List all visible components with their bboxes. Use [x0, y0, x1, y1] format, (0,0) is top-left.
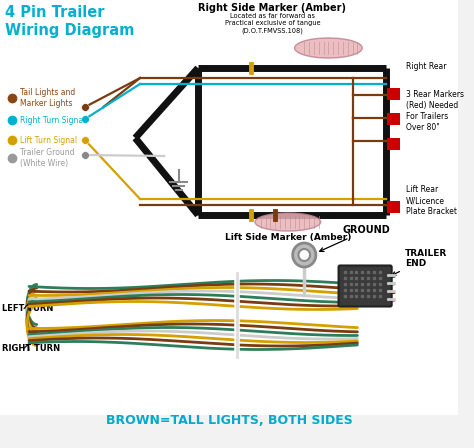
Circle shape [299, 249, 310, 261]
Text: Trailer Ground
(White Wire): Trailer Ground (White Wire) [20, 148, 75, 168]
FancyBboxPatch shape [338, 266, 392, 306]
Bar [0, 240, 458, 415]
Bar [387, 138, 400, 150]
Text: LEFT TURN: LEFT TURN [2, 303, 53, 313]
Ellipse shape [255, 213, 321, 231]
Text: Located as far forward as
Practical exclusive of tangue
(D.O.T.FMVSS.108): Located as far forward as Practical excl… [225, 13, 320, 34]
Text: Lift Turn Signal: Lift Turn Signal [20, 135, 77, 145]
Circle shape [292, 243, 316, 267]
Text: TRAILER
END: TRAILER END [392, 249, 447, 275]
Text: 4 Pin Trailer
Wiring Diagram: 4 Pin Trailer Wiring Diagram [5, 5, 134, 38]
Bar [0, 0, 458, 240]
Bar [387, 113, 400, 125]
Text: BROWN=TALL LIGHTS, BOTH SIDES: BROWN=TALL LIGHTS, BOTH SIDES [106, 414, 352, 426]
Text: Right Turn Signal: Right Turn Signal [20, 116, 86, 125]
Text: RIGHT TURN: RIGHT TURN [2, 344, 60, 353]
Text: Lift Side Marker (Amber): Lift Side Marker (Amber) [225, 233, 351, 242]
Bar [387, 88, 400, 100]
Text: GROUND: GROUND [319, 225, 391, 251]
Ellipse shape [295, 38, 362, 58]
Bar [387, 201, 400, 213]
Text: Right Side Marker (Amber): Right Side Marker (Amber) [199, 3, 346, 13]
Text: Lift Rear
W/Licence
Plate Bracket: Lift Rear W/Licence Plate Bracket [406, 185, 456, 216]
Text: Tail Lights and
Marker Lights: Tail Lights and Marker Lights [20, 88, 75, 108]
Text: 3 Rear Markers
(Red) Needed
For Trailers
Over 80": 3 Rear Markers (Red) Needed For Trailers… [406, 90, 464, 132]
Text: Right Rear: Right Rear [406, 62, 446, 71]
